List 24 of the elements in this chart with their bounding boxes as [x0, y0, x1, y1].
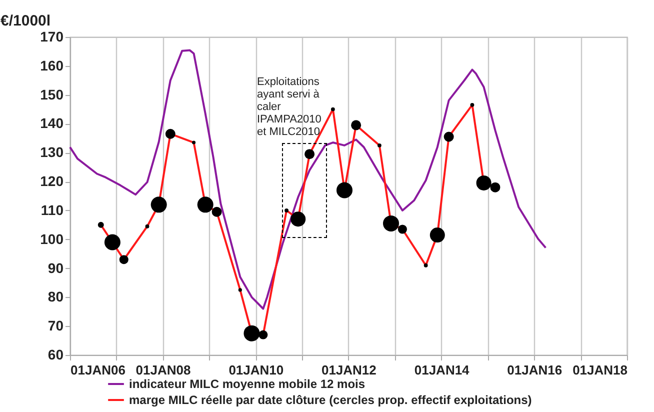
x-tick-label: 01JAN16	[507, 362, 562, 378]
y-axis-title: €/1000l	[0, 12, 51, 30]
y-tick-label: 120	[40, 173, 64, 190]
x-tick-label: 01JAN12	[321, 362, 376, 378]
line-series	[69, 49, 547, 310]
y-tick-label: 90	[48, 260, 64, 276]
legend-label: marge MILC réelle par date clôture (cercles prop. effectif exploitations)	[129, 393, 532, 407]
y-tick-label: 160	[40, 57, 64, 74]
x-tick-label: 01JAN08	[136, 362, 191, 378]
legend-label: indicateur MILC moyenne mobile 12 mois	[129, 377, 366, 391]
y-tick-label: 140	[40, 115, 64, 132]
y-tick-label: 100	[40, 230, 64, 247]
x-tick-label: 01JAN18	[572, 362, 628, 378]
annotation: Exploitations ayant servi à caler IPAMPA2010 et MILC2010	[257, 76, 322, 138]
y-tick-label: 130	[40, 144, 64, 160]
x-tick-label: 01JAN06	[70, 362, 126, 378]
x-tick-label: 01JAN14	[414, 362, 470, 378]
y-tick-label: 80	[48, 288, 64, 305]
y-tick-label: 170	[40, 28, 64, 44]
y-tick-label: 60	[48, 346, 64, 362]
y-tick-label: 70	[48, 318, 64, 334]
y-tick-label: 110	[40, 202, 64, 218]
x-tick-label: 01JAN10	[228, 362, 284, 378]
y-tick-label: 150	[40, 86, 64, 102]
